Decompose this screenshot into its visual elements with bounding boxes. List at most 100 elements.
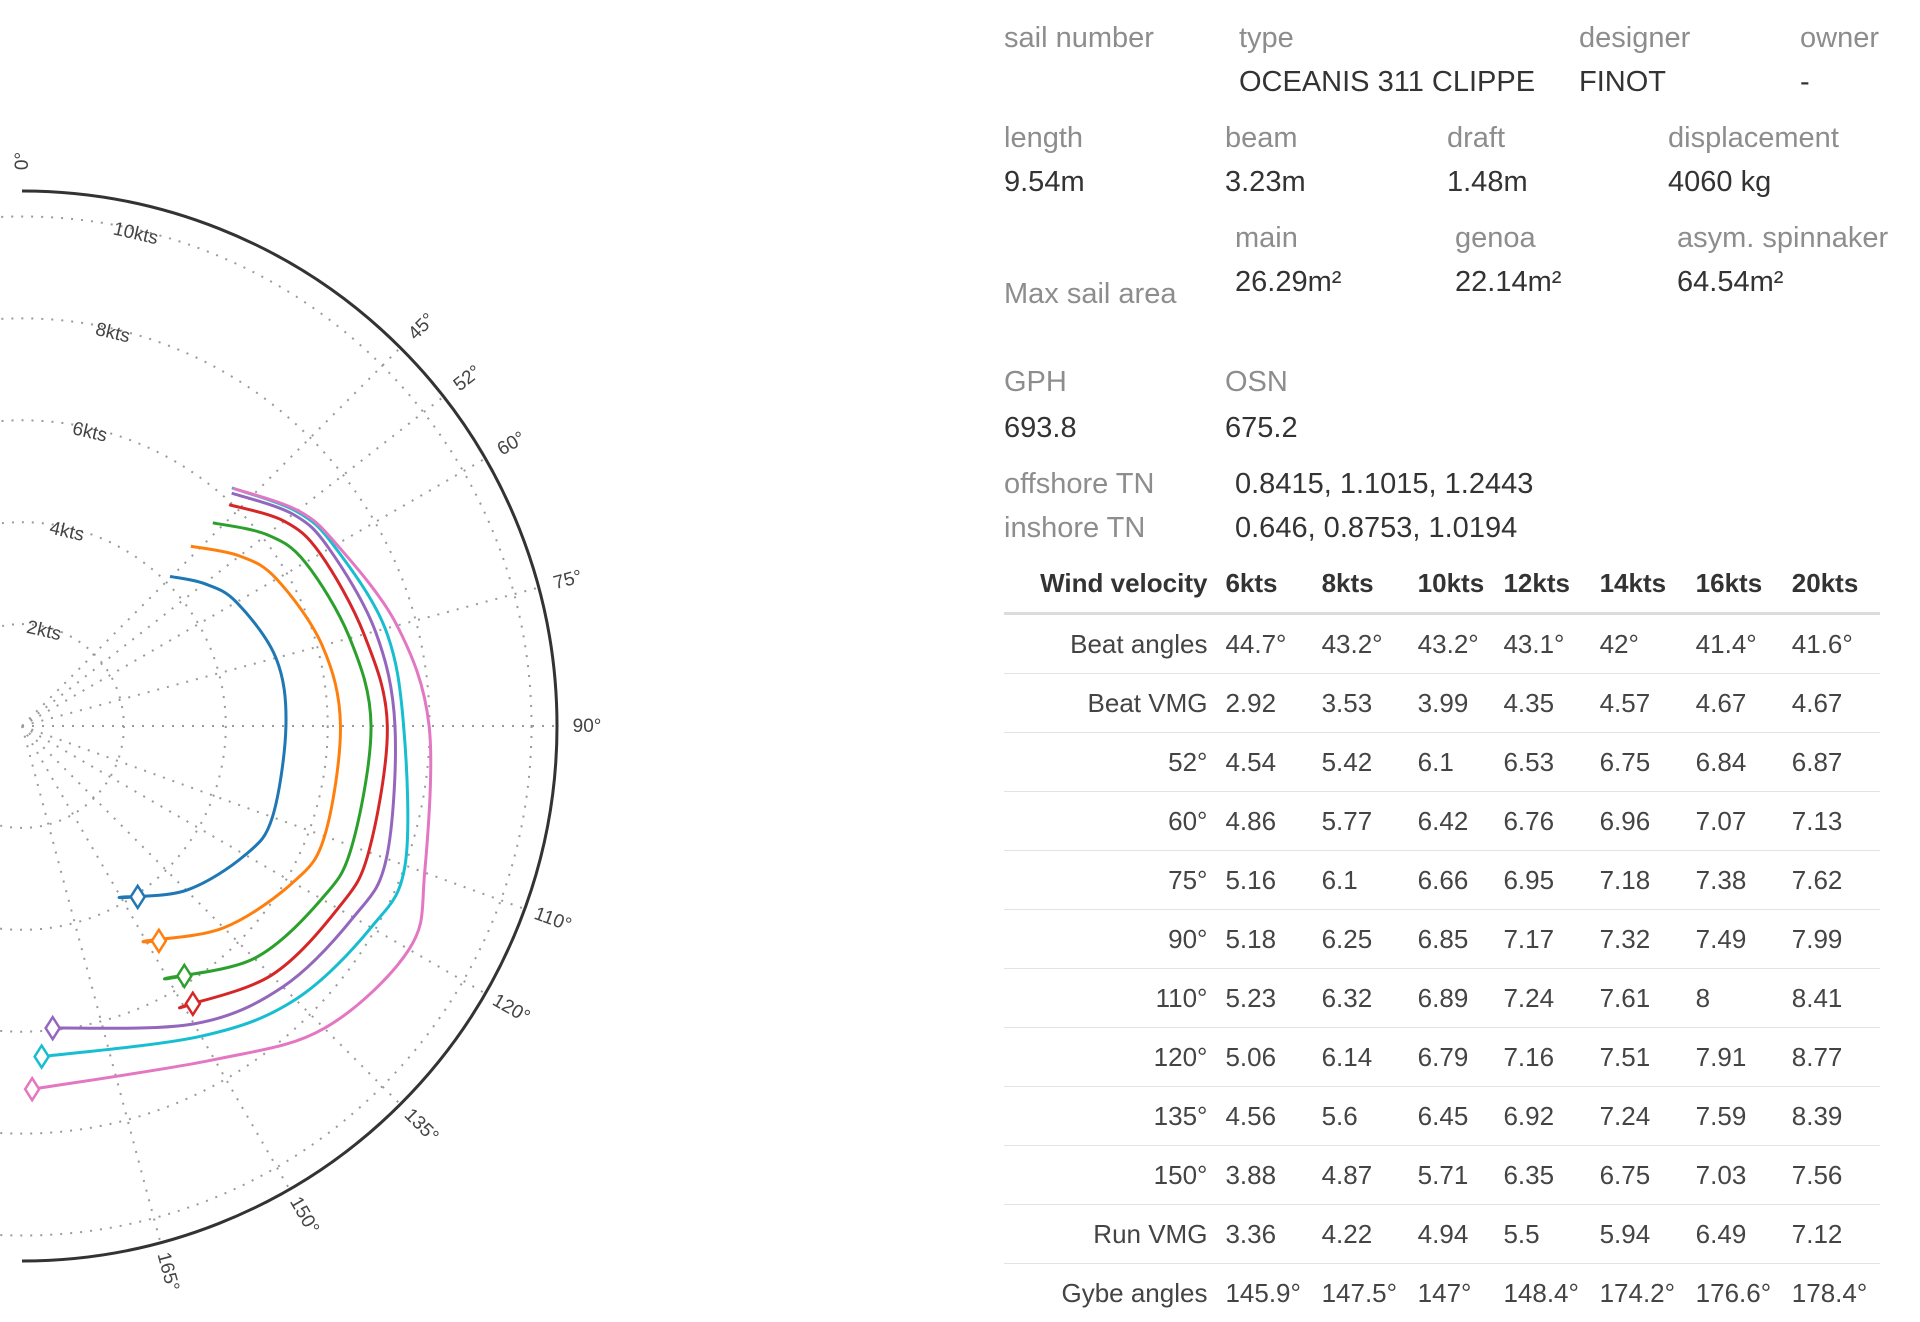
table-cell: 6.53: [1495, 733, 1591, 792]
spinnaker-value: 64.54m²: [1677, 266, 1783, 299]
table-cell: 4.86: [1217, 792, 1313, 851]
table-cell: 42°: [1592, 614, 1688, 674]
speed-ring: [0, 318, 430, 1133]
speed-tick-label: 6kts: [70, 418, 109, 446]
column-header: Wind velocity: [1004, 554, 1217, 614]
polar-table: Wind velocity 6kts 8kts 10kts 12kts 14kt…: [1004, 554, 1880, 1322]
speed-tick-label: 2kts: [25, 617, 64, 645]
table-row: Beat angles 44.7° 43.2° 43.2° 43.1° 42° …: [1004, 614, 1880, 674]
table-cell: 6.96: [1592, 792, 1688, 851]
angle-tick-label: 110°: [531, 903, 574, 936]
table-cell: 7.62: [1784, 851, 1880, 910]
table-cell: 7.59: [1688, 1087, 1784, 1146]
inshore-tn-value: 0.646, 0.8753, 1.0194: [1235, 512, 1517, 545]
table-cell: 6.25: [1314, 910, 1410, 969]
table-cell: 8.41: [1784, 969, 1880, 1028]
owner-label: owner: [1800, 22, 1879, 55]
table-cell: 147°: [1410, 1264, 1496, 1322]
draft-label: draft: [1447, 122, 1505, 155]
polar-series-line: [32, 488, 431, 1089]
length-label: length: [1004, 122, 1083, 155]
angle-spoke: [22, 588, 539, 726]
table-cell: 7.49: [1688, 910, 1784, 969]
table-row: 150° 3.88 4.87 5.71 6.35 6.75 7.03 7.56: [1004, 1146, 1880, 1205]
table-row: 75° 5.16 6.1 6.66 6.95 7.18 7.38 7.62: [1004, 851, 1880, 910]
table-cell: 6.42: [1410, 792, 1496, 851]
table-cell: 43.2°: [1314, 614, 1410, 674]
table-cell: 6.89: [1410, 969, 1496, 1028]
column-header: 14kts: [1592, 554, 1688, 614]
main-label: main: [1235, 222, 1298, 255]
table-row: Beat VMG 2.92 3.53 3.99 4.35 4.57 4.67 4…: [1004, 674, 1880, 733]
table-cell: 3.53: [1314, 674, 1410, 733]
table-cell: 6.66: [1410, 851, 1496, 910]
table-cell: 6.49: [1688, 1205, 1784, 1264]
angle-spoke: [22, 726, 400, 1104]
main-value: 26.29m²: [1235, 266, 1341, 299]
polar-series-line: [42, 488, 408, 1057]
column-header: 8kts: [1314, 554, 1410, 614]
gybe-marker: [177, 965, 191, 987]
table-cell: 7.91: [1688, 1028, 1784, 1087]
table-cell: 8.77: [1784, 1028, 1880, 1087]
speed-tick-label: 4kts: [47, 518, 86, 546]
gph-value: 693.8: [1004, 412, 1077, 445]
speed-tick-label: 8kts: [93, 319, 132, 347]
displacement-value: 4060 kg: [1668, 166, 1771, 199]
speed-ring: [0, 624, 124, 828]
table-row: 120° 5.06 6.14 6.79 7.16 7.51 7.91 8.77: [1004, 1028, 1880, 1087]
offshore-tn-value: 0.8415, 1.1015, 1.2443: [1235, 468, 1533, 501]
table-cell: 7.13: [1784, 792, 1880, 851]
angle-tick-label: 45°: [404, 309, 439, 344]
angle-tick-label: 90°: [573, 716, 602, 737]
table-cell: 7.12: [1784, 1205, 1880, 1264]
row-header: 110°: [1004, 969, 1217, 1028]
inshore-tn-label: inshore TN: [1004, 512, 1145, 545]
gybe-marker: [186, 993, 200, 1015]
table-cell: 4.67: [1784, 674, 1880, 733]
polar-series-line: [143, 546, 340, 942]
row-header: 135°: [1004, 1087, 1217, 1146]
row-header: Run VMG: [1004, 1205, 1217, 1264]
speed-tick-label: 10kts: [111, 219, 160, 250]
displacement-label: displacement: [1668, 122, 1839, 155]
table-header-row: Wind velocity 6kts 8kts 10kts 12kts 14kt…: [1004, 554, 1880, 614]
table-cell: 6.35: [1495, 1146, 1591, 1205]
row-header: 120°: [1004, 1028, 1217, 1087]
angle-spoke: [22, 726, 290, 1189]
table-cell: 6.75: [1592, 1146, 1688, 1205]
table-cell: 5.18: [1217, 910, 1313, 969]
table-cell: 7.32: [1592, 910, 1688, 969]
table-row: 135° 4.56 5.6 6.45 6.92 7.24 7.59 8.39: [1004, 1087, 1880, 1146]
table-row: 110° 5.23 6.32 6.89 7.24 7.61 8 8.41: [1004, 969, 1880, 1028]
designer-label: designer: [1579, 22, 1690, 55]
polar-series-line: [119, 576, 286, 897]
polar-chart-svg: 2kts4kts6kts8kts10kts0°45°52°60°75°90°11…: [0, 0, 980, 1318]
gybe-marker: [46, 1017, 60, 1039]
table-cell: 147.5°: [1314, 1264, 1410, 1322]
spinnaker-label: asym. spinnaker: [1677, 222, 1888, 255]
table-cell: 5.23: [1217, 969, 1313, 1028]
row-header: Gybe angles: [1004, 1264, 1217, 1322]
row-header: 150°: [1004, 1146, 1217, 1205]
table-cell: 8.39: [1784, 1087, 1880, 1146]
table-cell: 43.2°: [1410, 614, 1496, 674]
sail-number-label: sail number: [1004, 22, 1154, 55]
row-header: 75°: [1004, 851, 1217, 910]
table-cell: 3.36: [1217, 1205, 1313, 1264]
table-cell: 4.54: [1217, 733, 1313, 792]
table-cell: 43.1°: [1495, 614, 1591, 674]
table-cell: 41.6°: [1784, 614, 1880, 674]
table-cell: 6.79: [1410, 1028, 1496, 1087]
table-cell: 176.6°: [1688, 1264, 1784, 1322]
gybe-marker: [152, 930, 166, 952]
table-cell: 174.2°: [1592, 1264, 1688, 1322]
angle-tick-label: 150°: [285, 1193, 323, 1238]
table-cell: 4.56: [1217, 1087, 1313, 1146]
beam-value: 3.23m: [1225, 166, 1306, 199]
table-cell: 6.75: [1592, 733, 1688, 792]
angle-tick-label: 52°: [450, 361, 486, 395]
row-header: Beat VMG: [1004, 674, 1217, 733]
table-cell: 7.38: [1688, 851, 1784, 910]
